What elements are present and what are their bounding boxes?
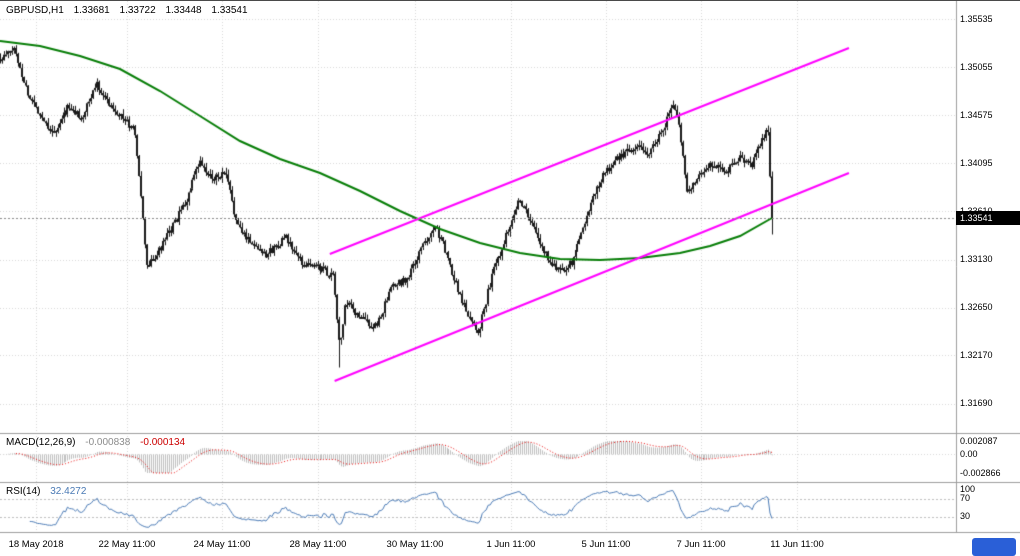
rsi-header: RSI(14) 32.4272 [6, 486, 93, 497]
time-axis-label: 30 May 11:00 [386, 539, 444, 550]
ohlc-close: 1.33541 [211, 5, 248, 16]
macd-label: MACD(12,26,9) [6, 437, 76, 448]
macd-value-main: -0.000838 [85, 437, 131, 448]
chart-header: GBPUSD,H1 1.33681 1.33722 1.33448 1.3354… [6, 5, 255, 16]
current-price-badge: 1.33541 [956, 211, 1020, 226]
price-axis-label: 1.32170 [960, 350, 993, 360]
price-axis-label: 1.35055 [960, 61, 993, 72]
macd-axis-label: 0.00 [960, 448, 978, 459]
macd-header: MACD(12,26,9) -0.000838 -0.000134 [6, 437, 192, 448]
time-axis-label: 22 May 11:00 [98, 539, 156, 550]
symbol-timeframe: GBPUSD,H1 [6, 5, 64, 16]
rsi-axis-label: 30 [960, 511, 971, 521]
watermark-logo [972, 538, 1016, 556]
price-axis-label: 1.34095 [960, 157, 993, 168]
rsi-axis-label: 70 [960, 493, 971, 503]
time-axis-label: 18 May 2018 [8, 539, 64, 550]
macd-value-signal: -0.000134 [140, 437, 186, 448]
price-axis-label: 1.31690 [960, 398, 993, 408]
price-axis-label: 1.35535 [960, 13, 993, 24]
ohlc-low: 1.33448 [165, 5, 202, 16]
time-axis-label: 11 Jun 11:00 [770, 539, 824, 550]
rsi-value: 32.4272 [50, 486, 87, 497]
ohlc-open: 1.33681 [73, 5, 110, 16]
macd-axis-label: 0.002087 [960, 435, 998, 446]
price-axis-label: 1.34575 [960, 109, 993, 120]
rsi-axis-label: 100 [960, 484, 976, 494]
price-axis-label: 1.33610 [960, 206, 993, 217]
ohlc-high: 1.33722 [119, 5, 156, 16]
rsi-label: RSI(14) [6, 486, 41, 497]
time-axis-label: 5 Jun 11:00 [581, 539, 631, 550]
macd-axis-label: -0.002866 [960, 467, 1001, 478]
time-axis-label: 7 Jun 11:00 [676, 539, 726, 550]
time-axis-label: 28 May 11:00 [289, 539, 347, 550]
time-axis-label: 24 May 11:00 [193, 539, 251, 550]
price-axis-label: 1.32650 [960, 302, 993, 312]
time-axis-label: 1 Jun 11:00 [486, 539, 536, 550]
price-axis-label: 1.33130 [960, 254, 993, 264]
